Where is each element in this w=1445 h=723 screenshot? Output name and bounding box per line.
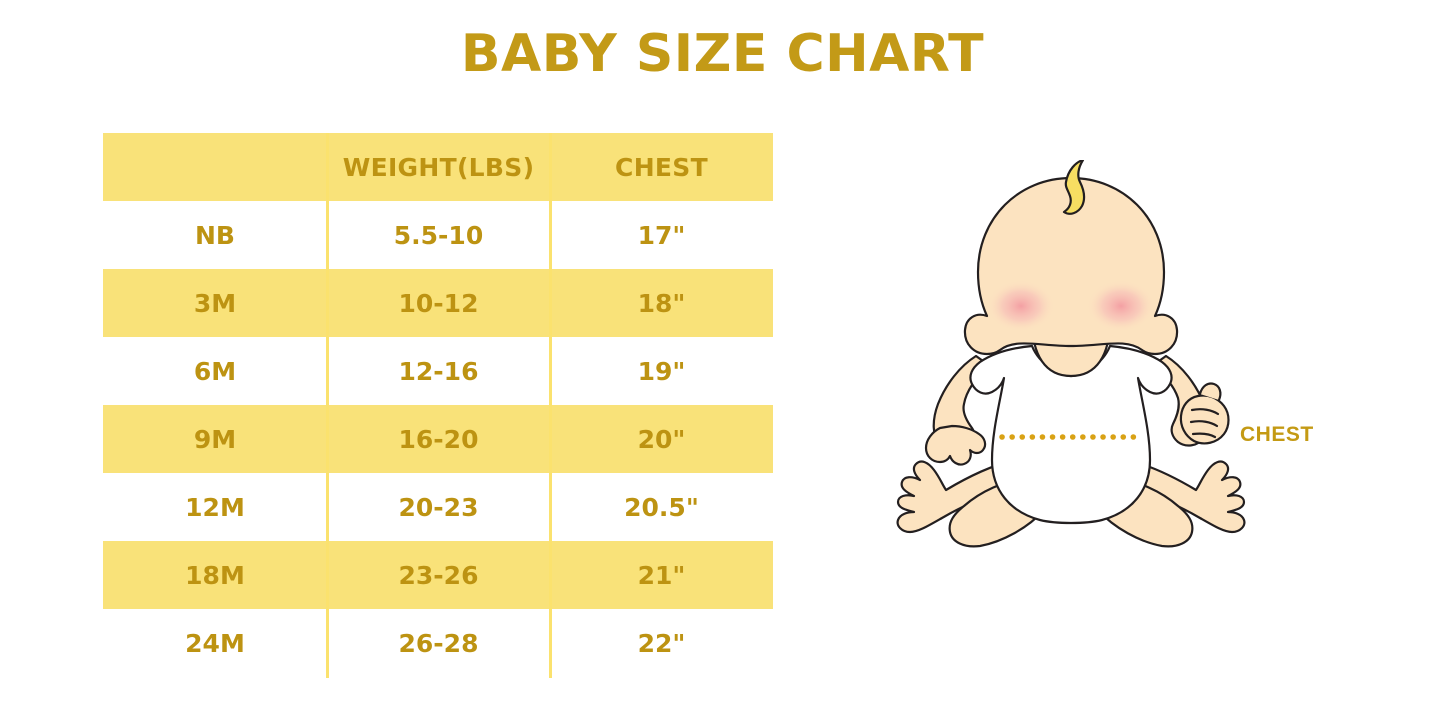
cell-weight: 10-12 — [327, 269, 550, 337]
column-header-chest: CHEST — [550, 133, 773, 201]
cell-chest: 17" — [550, 201, 773, 269]
table-row: 24M 26-28 22" — [103, 609, 773, 677]
table-row: 9M 16-20 20" — [103, 405, 773, 473]
table-row: 3M 10-12 18" — [103, 269, 773, 337]
cell-chest: 18" — [550, 269, 773, 337]
baby-left-hand — [924, 424, 987, 466]
cell-weight: 16-20 — [327, 405, 550, 473]
chest-measurement-label: CHEST — [1240, 423, 1314, 446]
cell-size: 24M — [103, 609, 327, 677]
table-row: 6M 12-16 19" — [103, 337, 773, 405]
cell-size: 18M — [103, 541, 327, 609]
cell-size: 9M — [103, 405, 327, 473]
cell-chest: 22" — [550, 609, 773, 677]
size-chart-table: WEIGHT(LBS) CHEST NB 5.5-10 17" 3M 10-12… — [103, 133, 773, 677]
page-title: BABY SIZE CHART — [460, 24, 985, 84]
baby-figure-svg — [896, 158, 1246, 548]
table-header-row: WEIGHT(LBS) CHEST — [103, 133, 773, 201]
table-row: 12M 20-23 20.5" — [103, 473, 773, 541]
cell-size: 6M — [103, 337, 327, 405]
cell-size: 12M — [103, 473, 327, 541]
cell-weight: 5.5-10 — [327, 201, 550, 269]
baby-right-fingers-1 — [1190, 408, 1220, 416]
baby-right-blush — [1087, 280, 1155, 332]
baby-onesie — [969, 344, 1173, 525]
cell-weight: 26-28 — [327, 609, 550, 677]
column-header-weight: WEIGHT(LBS) — [327, 133, 550, 201]
cell-chest: 20.5" — [550, 473, 773, 541]
cell-size: NB — [103, 201, 327, 269]
column-divider-1 — [326, 133, 329, 678]
column-header-size — [103, 133, 327, 201]
column-divider-2 — [549, 133, 552, 678]
baby-left-blush — [987, 280, 1055, 332]
baby-right-fingers-3 — [1191, 432, 1217, 439]
baby-right-fingers-2 — [1189, 420, 1219, 428]
table-row: 18M 23-26 21" — [103, 541, 773, 609]
baby-right-thumb — [1198, 382, 1222, 402]
cell-size: 3M — [103, 269, 327, 337]
cell-weight: 20-23 — [327, 473, 550, 541]
cell-chest: 20" — [550, 405, 773, 473]
baby-right-hand — [1179, 394, 1230, 445]
baby-hair-curl — [1062, 158, 1086, 215]
table-row: NB 5.5-10 17" — [103, 201, 773, 269]
cell-weight: 23-26 — [327, 541, 550, 609]
cell-weight: 12-16 — [327, 337, 550, 405]
cell-chest: 19" — [550, 337, 773, 405]
baby-illustration — [880, 158, 1260, 600]
cell-chest: 21" — [550, 541, 773, 609]
